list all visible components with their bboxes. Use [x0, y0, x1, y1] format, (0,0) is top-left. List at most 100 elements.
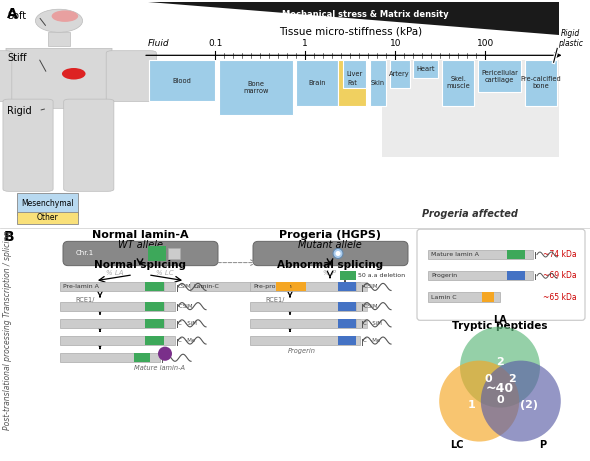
Text: Heart: Heart — [417, 66, 435, 72]
FancyBboxPatch shape — [190, 282, 290, 291]
Text: Fat: Fat — [348, 80, 358, 86]
Text: Progerin: Progerin — [431, 273, 457, 278]
Text: Pre-calcified
bone: Pre-calcified bone — [520, 77, 562, 89]
Text: Skel.
muscle: Skel. muscle — [447, 77, 470, 89]
Text: RCE1/
ZMPSTE247: RCE1/ ZMPSTE247 — [255, 297, 294, 309]
Bar — [163, 301, 175, 311]
Text: % P: % P — [323, 270, 336, 276]
Text: ~69 kDa: ~69 kDa — [543, 271, 577, 280]
FancyBboxPatch shape — [343, 60, 366, 88]
FancyBboxPatch shape — [17, 193, 78, 215]
Text: Mesenchymal: Mesenchymal — [21, 200, 74, 208]
Bar — [338, 336, 356, 345]
Text: Soft: Soft — [7, 11, 26, 21]
Text: C  -SiM: C -SiM — [178, 321, 197, 326]
Text: ~40: ~40 — [486, 382, 514, 395]
FancyBboxPatch shape — [390, 60, 409, 88]
Text: A: A — [7, 7, 18, 21]
Text: -CSIM: -CSIM — [363, 304, 379, 308]
Polygon shape — [382, 60, 559, 157]
FancyBboxPatch shape — [339, 60, 366, 106]
Bar — [507, 271, 525, 280]
Polygon shape — [148, 2, 559, 35]
Text: Progeria (HGPS): Progeria (HGPS) — [279, 230, 381, 240]
Text: C  -SiM: C -SiM — [363, 321, 382, 326]
Circle shape — [158, 347, 172, 361]
Text: % LA: % LA — [106, 270, 124, 276]
Text: ICMT: ICMT — [77, 320, 93, 326]
FancyBboxPatch shape — [17, 212, 78, 224]
Bar — [338, 319, 356, 328]
Text: A-type lamins in Progeria: A-type lamins in Progeria — [430, 230, 570, 240]
Text: (2): (2) — [520, 400, 538, 410]
Text: C  -Me: C -Me — [363, 338, 380, 343]
FancyBboxPatch shape — [525, 60, 558, 106]
Bar — [482, 292, 494, 301]
Text: Pre-lamin A: Pre-lamin A — [63, 284, 99, 290]
Text: Chr.1: Chr.1 — [76, 250, 94, 256]
Bar — [340, 271, 356, 280]
Text: LA: LA — [493, 314, 507, 325]
FancyBboxPatch shape — [64, 99, 114, 191]
Text: Mature lamin A: Mature lamin A — [431, 252, 479, 257]
FancyBboxPatch shape — [219, 60, 293, 115]
FancyBboxPatch shape — [428, 250, 533, 259]
Text: Liver: Liver — [346, 71, 363, 77]
FancyBboxPatch shape — [428, 271, 533, 280]
Ellipse shape — [460, 326, 540, 408]
Bar — [163, 282, 175, 291]
Text: Pericellular
cartilage: Pericellular cartilage — [481, 70, 518, 83]
Bar — [145, 282, 163, 291]
Text: 0: 0 — [496, 395, 504, 405]
Bar — [168, 248, 180, 259]
FancyBboxPatch shape — [250, 282, 360, 291]
Bar — [148, 247, 166, 260]
Text: ~74 kDa: ~74 kDa — [543, 250, 577, 259]
Text: Skin: Skin — [371, 80, 385, 86]
FancyBboxPatch shape — [60, 353, 160, 362]
Text: WT allele: WT allele — [117, 240, 162, 250]
FancyBboxPatch shape — [0, 51, 12, 101]
Text: % LC: % LC — [156, 270, 174, 276]
Text: Rigid
plastic: Rigid plastic — [558, 29, 584, 48]
Text: Other: Other — [37, 213, 58, 222]
Ellipse shape — [35, 9, 83, 32]
Bar — [356, 301, 366, 311]
Text: ZMPSTE24: ZMPSTE24 — [67, 337, 103, 343]
Text: 50 a.a deletion: 50 a.a deletion — [358, 273, 405, 278]
FancyBboxPatch shape — [60, 282, 175, 291]
Bar — [145, 336, 163, 345]
Text: Abnormal splicing: Abnormal splicing — [277, 260, 383, 270]
FancyBboxPatch shape — [413, 60, 438, 78]
FancyBboxPatch shape — [63, 242, 218, 266]
Bar — [134, 353, 150, 362]
Text: -CSIM: -CSIM — [178, 304, 194, 308]
Text: RCE1/
ZMPSTE247: RCE1/ ZMPSTE247 — [65, 297, 104, 309]
Bar — [145, 319, 163, 328]
Text: FTase: FTase — [266, 286, 284, 292]
Text: Post-translational processing: Post-translational processing — [4, 319, 12, 430]
Circle shape — [333, 248, 343, 259]
Text: ICMT: ICMT — [267, 320, 283, 326]
Bar — [507, 250, 525, 259]
Text: Blood: Blood — [173, 77, 192, 84]
Text: FTase: FTase — [76, 286, 94, 292]
Text: P: P — [539, 439, 546, 449]
Text: Mechanical stress & Matrix density: Mechanical stress & Matrix density — [282, 11, 448, 19]
Text: Transcription / splicing: Transcription / splicing — [4, 230, 12, 317]
Text: Bone
marrow: Bone marrow — [243, 81, 268, 94]
FancyBboxPatch shape — [3, 99, 53, 191]
Ellipse shape — [439, 361, 519, 442]
Ellipse shape — [481, 361, 561, 442]
Text: Brain: Brain — [308, 80, 326, 86]
FancyBboxPatch shape — [250, 336, 360, 345]
Polygon shape — [6, 48, 112, 108]
Bar — [48, 32, 70, 46]
Bar — [338, 301, 356, 311]
Text: C  -Me: C -Me — [178, 338, 195, 343]
FancyBboxPatch shape — [60, 301, 175, 311]
FancyBboxPatch shape — [417, 229, 585, 320]
FancyBboxPatch shape — [442, 60, 474, 106]
FancyBboxPatch shape — [250, 319, 360, 328]
Text: 2: 2 — [496, 357, 504, 367]
